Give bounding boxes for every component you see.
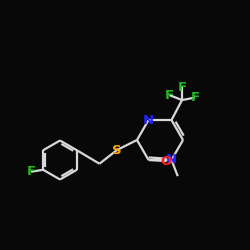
Text: S: S	[112, 144, 122, 156]
Text: O: O	[161, 155, 172, 168]
Text: N: N	[166, 154, 177, 166]
Text: N: N	[143, 114, 154, 126]
Text: F: F	[26, 165, 36, 178]
Text: F: F	[165, 88, 174, 102]
Text: F: F	[178, 80, 186, 94]
Text: F: F	[190, 91, 200, 104]
